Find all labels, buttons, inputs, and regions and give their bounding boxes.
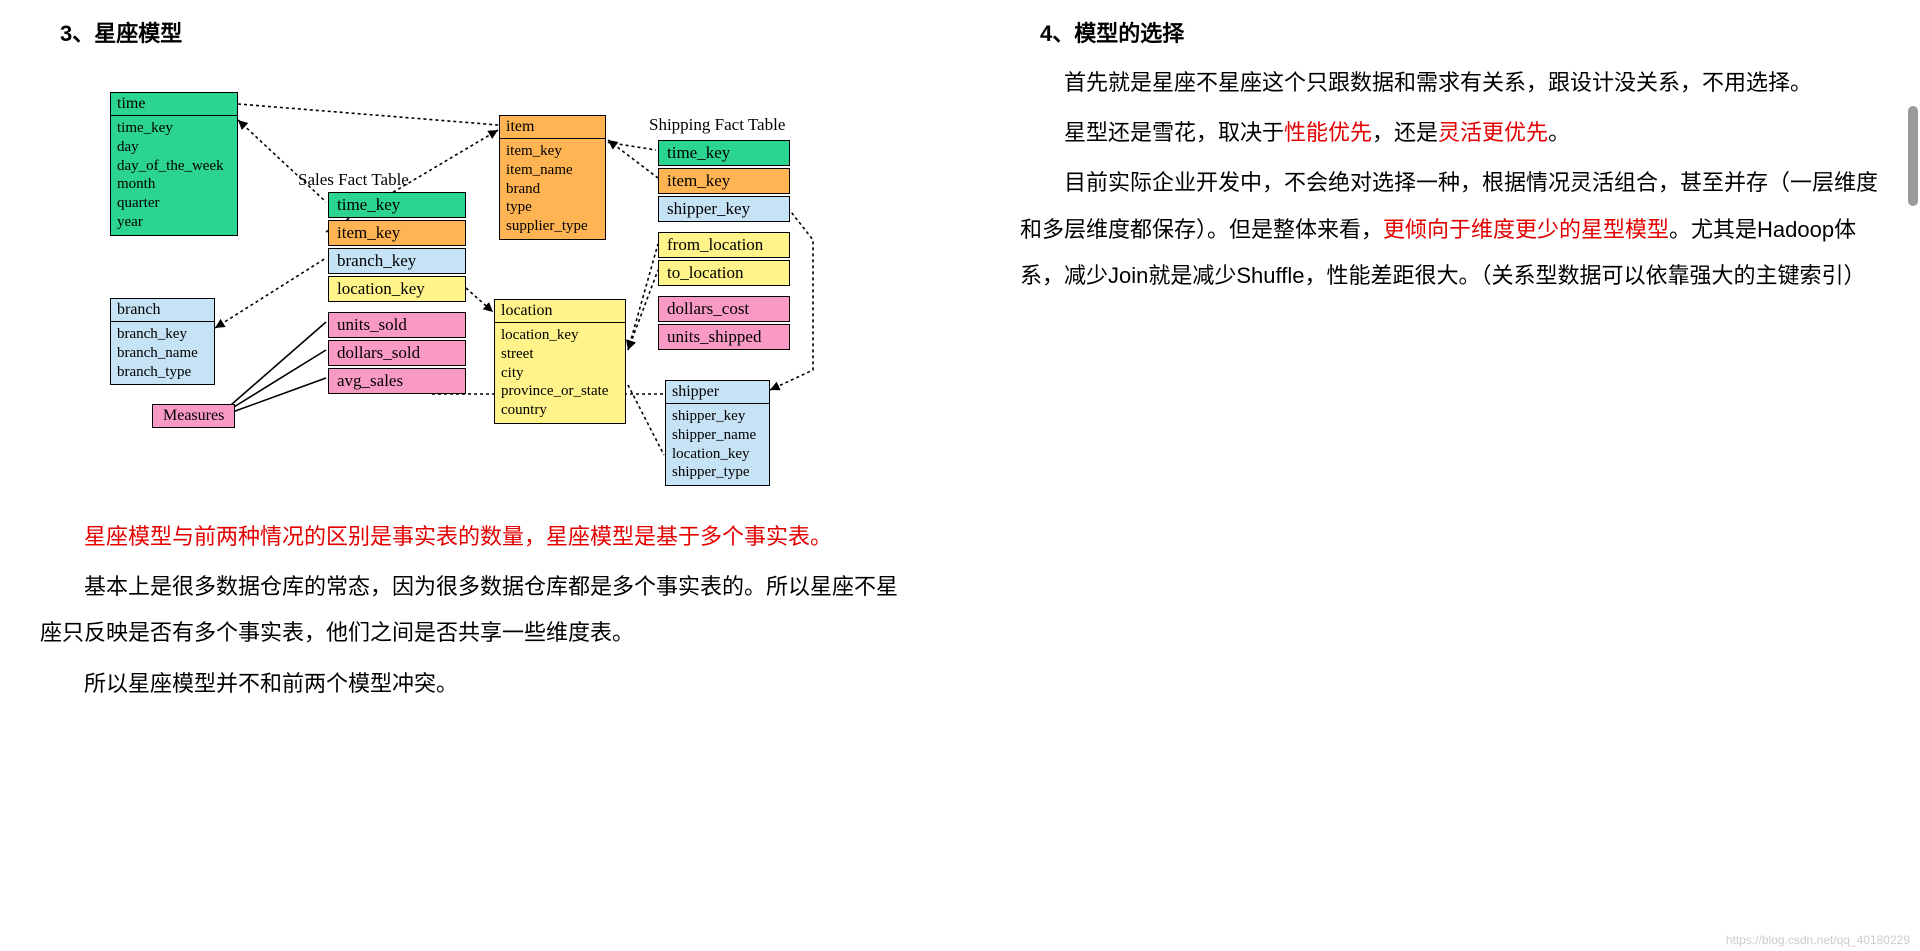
left-heading: 3、星座模型 [60, 16, 910, 48]
dim-table-time: timetime_keydayday_of_the_weekmonthquart… [110, 92, 238, 236]
left-para-2: 基本上是很多数据仓库的常态，因为很多数据仓库都是多个事实表的。所以星座不星座只反… [40, 564, 900, 656]
shipping-fact-row-units_shipped: units_shipped [658, 324, 790, 350]
shipping-fact-row-to_location: to_location [658, 260, 790, 286]
shipping-fact-row-time_key: time_key [658, 140, 790, 166]
dim-table-item: itemitem_keyitem_namebrandtypesupplier_t… [499, 115, 606, 240]
measures-box: Measures [152, 404, 235, 428]
constellation-diagram: timetime_keydayday_of_the_weekmonthquart… [68, 60, 828, 500]
shipping-fact-row-from_location: from_location [658, 232, 790, 258]
right-para-2: 星型还是雪花，取决于性能优先，还是灵活更优先。 [1020, 110, 1880, 156]
right-column: 4、模型的选择 首先就是星座不星座这个只跟数据和需求有关系，跟设计没关系，不用选… [1010, 10, 1890, 711]
shipping-fact-row-shipper_key: shipper_key [658, 196, 790, 222]
right-para-3: 目前实际企业开发中，不会绝对选择一种，根据情况灵活组合，甚至并存（一层维度和多层… [1020, 160, 1880, 299]
left-para-1: 星座模型与前两种情况的区别是事实表的数量，星座模型是基于多个事实表。 [40, 514, 900, 560]
sales-fact-row-item_key: item_key [328, 220, 466, 246]
left-column: 3、星座模型 timetime_keydayday_of_the_weekmon… [30, 10, 910, 711]
sales-fact-row-branch_key: branch_key [328, 248, 466, 274]
right-para-1: 首先就是星座不星座这个只跟数据和需求有关系，跟设计没关系，不用选择。 [1020, 60, 1880, 106]
right-heading: 4、模型的选择 [1040, 16, 1890, 48]
sales-fact-row-location_key: location_key [328, 276, 466, 302]
shipping-fact-label: Shipping Fact Table [649, 115, 785, 135]
shipping-fact-row-dollars_cost: dollars_cost [658, 296, 790, 322]
shipping-fact-row-item_key: item_key [658, 168, 790, 194]
sales-fact-label: Sales Fact Table [298, 170, 409, 190]
sales-fact-row-dollars_sold: dollars_sold [328, 340, 466, 366]
sales-fact-row-avg_sales: avg_sales [328, 368, 466, 394]
sales-fact-row-time_key: time_key [328, 192, 466, 218]
sales-fact-row-units_sold: units_sold [328, 312, 466, 338]
scrollbar-thumb[interactable] [1908, 106, 1918, 206]
dim-table-branch: branchbranch_keybranch_namebranch_type [110, 298, 215, 385]
watermark: https://blog.csdn.net/qq_40180229 [1726, 933, 1910, 947]
dim-table-shipper: shippershipper_keyshipper_namelocation_k… [665, 380, 770, 486]
left-para-3: 所以星座模型并不和前两个模型冲突。 [40, 661, 900, 707]
dim-table-location: locationlocation_keystreetcityprovince_o… [494, 299, 626, 424]
